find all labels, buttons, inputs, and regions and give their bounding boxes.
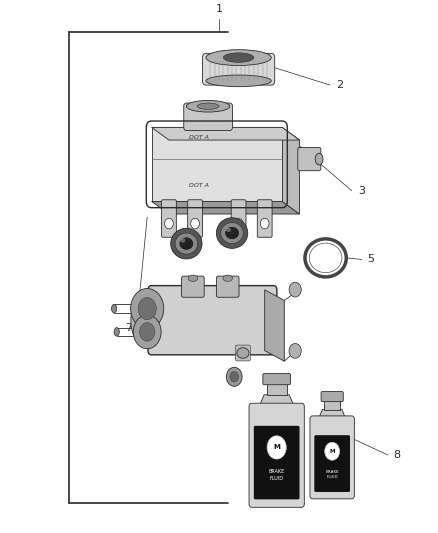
Text: 4: 4 [234, 228, 241, 238]
Bar [267, 383, 287, 395]
Text: 6: 6 [232, 376, 239, 386]
Text: 8: 8 [393, 450, 400, 460]
FancyBboxPatch shape [321, 392, 343, 402]
Ellipse shape [315, 154, 323, 165]
Ellipse shape [188, 275, 198, 281]
Circle shape [133, 315, 161, 349]
FancyBboxPatch shape [216, 276, 239, 297]
Text: DOT A: DOT A [190, 183, 209, 188]
FancyBboxPatch shape [236, 345, 251, 361]
Ellipse shape [206, 75, 271, 87]
Circle shape [191, 218, 199, 229]
Text: 3: 3 [358, 186, 365, 196]
Polygon shape [282, 127, 300, 214]
FancyBboxPatch shape [298, 148, 321, 171]
FancyBboxPatch shape [263, 374, 290, 385]
Circle shape [267, 436, 286, 459]
FancyBboxPatch shape [184, 103, 233, 131]
Text: 4: 4 [173, 239, 180, 248]
FancyBboxPatch shape [148, 286, 277, 355]
Circle shape [165, 218, 173, 229]
Bar [324, 400, 340, 409]
Circle shape [260, 218, 269, 229]
Ellipse shape [175, 233, 198, 254]
Text: 5: 5 [367, 254, 374, 264]
Circle shape [289, 282, 301, 297]
Circle shape [138, 297, 156, 320]
Ellipse shape [226, 227, 239, 239]
FancyBboxPatch shape [162, 200, 177, 237]
FancyBboxPatch shape [187, 200, 202, 237]
FancyBboxPatch shape [257, 200, 272, 237]
Polygon shape [265, 290, 284, 361]
Ellipse shape [197, 103, 219, 109]
Text: BRAKE
FLUID: BRAKE FLUID [268, 469, 285, 481]
Ellipse shape [114, 328, 119, 336]
Ellipse shape [237, 348, 249, 358]
Polygon shape [152, 127, 282, 201]
Polygon shape [318, 409, 346, 419]
FancyBboxPatch shape [231, 200, 246, 237]
Ellipse shape [216, 217, 248, 248]
Ellipse shape [171, 228, 202, 259]
Circle shape [325, 442, 339, 460]
Ellipse shape [206, 50, 271, 66]
FancyBboxPatch shape [202, 53, 275, 85]
Text: M: M [329, 449, 335, 454]
Ellipse shape [223, 275, 233, 281]
Ellipse shape [180, 238, 193, 249]
Polygon shape [152, 127, 300, 140]
Ellipse shape [180, 238, 185, 243]
Ellipse shape [223, 53, 254, 62]
Circle shape [234, 218, 243, 229]
Text: DOT A: DOT A [190, 135, 209, 140]
FancyBboxPatch shape [254, 426, 300, 499]
Polygon shape [259, 395, 294, 406]
Circle shape [230, 372, 239, 382]
Circle shape [131, 288, 164, 329]
Text: 1: 1 [215, 4, 223, 14]
Circle shape [140, 322, 155, 341]
Text: 2: 2 [336, 80, 344, 90]
Ellipse shape [131, 296, 155, 344]
Ellipse shape [226, 228, 231, 232]
Text: M: M [273, 445, 280, 450]
Text: BRAKE
FLUID: BRAKE FLUID [325, 470, 339, 479]
FancyBboxPatch shape [249, 403, 304, 507]
Ellipse shape [221, 222, 244, 244]
Ellipse shape [112, 304, 117, 313]
FancyBboxPatch shape [314, 435, 350, 492]
Polygon shape [152, 201, 300, 214]
Circle shape [289, 343, 301, 358]
Ellipse shape [186, 100, 230, 112]
FancyBboxPatch shape [310, 416, 354, 499]
Text: 7: 7 [125, 323, 132, 333]
Circle shape [226, 367, 242, 386]
Bar [143, 296, 215, 344]
FancyBboxPatch shape [182, 276, 204, 297]
